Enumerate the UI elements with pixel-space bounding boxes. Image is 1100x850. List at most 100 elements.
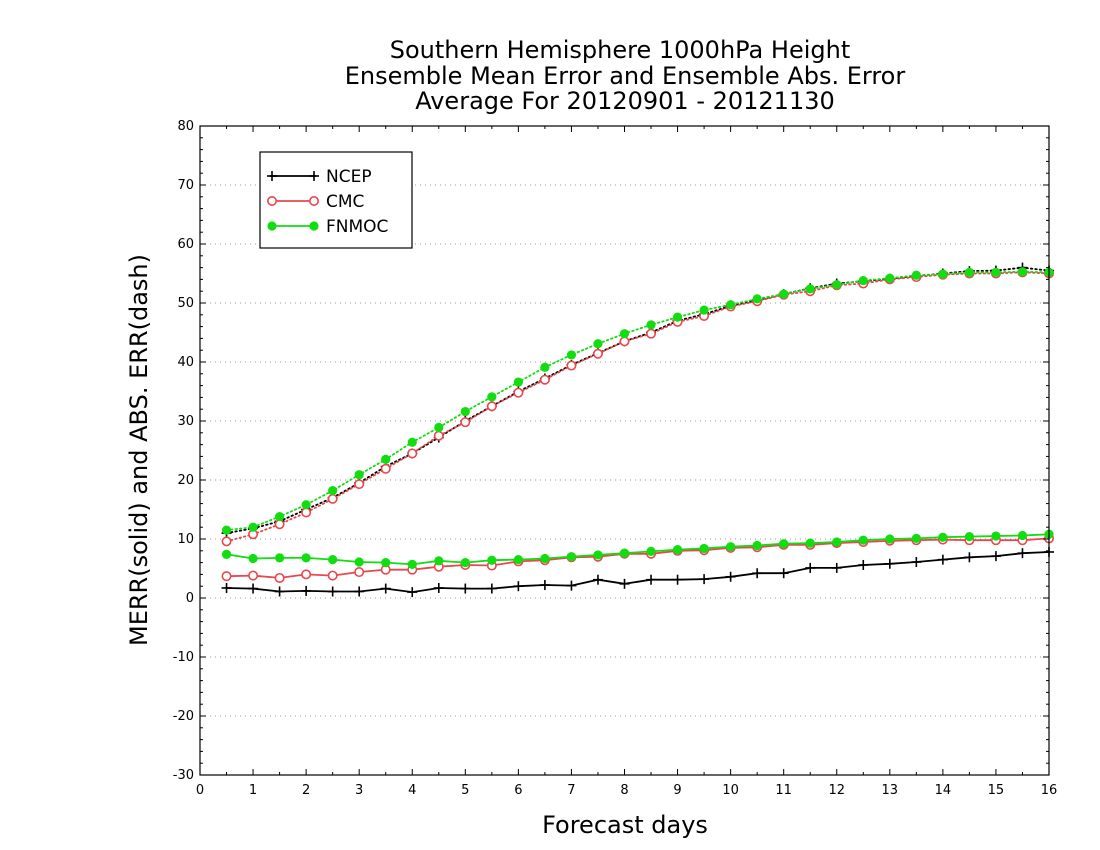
data-point [327, 586, 338, 597]
data-point [407, 559, 417, 569]
data-point [991, 267, 1001, 277]
abs-err-series-ncep [221, 262, 1054, 539]
data-point [513, 581, 524, 592]
data-point [274, 511, 285, 522]
y-tick-label: -20 [173, 709, 194, 724]
data-point [911, 533, 921, 544]
data-point [646, 328, 657, 339]
data-point [858, 535, 868, 545]
series-line [225, 271, 1050, 543]
y-tick-label: 50 [177, 296, 194, 311]
data-point [354, 586, 365, 597]
data-point [646, 320, 656, 330]
data-point [566, 360, 577, 371]
data-point [832, 537, 842, 547]
chart-title-line-1: Southern Hemisphere 1000hPa Height [390, 36, 850, 64]
data-point [646, 574, 657, 585]
y-tick-label: 60 [177, 237, 194, 252]
data-point [699, 574, 710, 585]
data-point [407, 437, 417, 447]
data-point [513, 555, 523, 565]
y-tick-label: 10 [177, 532, 194, 547]
series-line [225, 551, 1050, 594]
data-point [858, 275, 868, 286]
data-point [328, 486, 338, 496]
data-point [354, 557, 364, 567]
chart-title-line-2: Ensemble Mean Error and Ensemble Abs. Er… [345, 62, 906, 90]
y-tick-label: 80 [177, 119, 194, 134]
legend-label: NCEP [326, 167, 372, 187]
y-tick-label: 30 [177, 414, 194, 429]
data-point [885, 273, 895, 283]
x-tick-label: 0 [196, 783, 204, 798]
legend-box [259, 151, 413, 249]
y-tick-label: -10 [173, 650, 194, 665]
legend: NCEP CMC FNMOC [259, 151, 413, 249]
legend-marker [308, 196, 319, 207]
data-point [1017, 548, 1028, 559]
data-point [619, 336, 630, 347]
data-point [301, 585, 312, 596]
data-point [274, 553, 285, 563]
y-tick-label: 0 [186, 591, 194, 606]
x-tick-label: 4 [408, 783, 416, 798]
data-point [354, 479, 365, 490]
data-point [433, 582, 444, 593]
data-point [619, 578, 630, 589]
data-point [460, 417, 471, 428]
data-point [487, 555, 497, 565]
data-point [964, 552, 975, 563]
legend-item-ncep: NCEP [267, 167, 372, 187]
data-point [593, 550, 603, 560]
legend-marker [266, 196, 277, 207]
x-tick-label: 5 [461, 783, 469, 798]
data-point [566, 552, 577, 562]
x-tick-label: 8 [620, 783, 628, 798]
data-point [221, 525, 232, 535]
data-point [486, 583, 497, 594]
data-point [1017, 530, 1028, 541]
data-point [779, 289, 789, 299]
x-tick-label: 15 [988, 783, 1005, 798]
data-point [328, 555, 338, 565]
series-layer [221, 262, 1055, 598]
data-point [752, 294, 762, 304]
data-point [248, 583, 259, 594]
data-point [911, 270, 921, 280]
data-point [619, 329, 630, 339]
data-point [938, 269, 948, 279]
data-point [301, 500, 311, 510]
data-point [832, 280, 842, 290]
data-point [434, 556, 444, 566]
data-point [513, 377, 523, 387]
y-tick-label: -30 [173, 768, 194, 783]
data-point [937, 554, 948, 565]
x-tick-label: 11 [775, 783, 792, 798]
data-point [646, 546, 656, 556]
data-point [964, 267, 975, 277]
legend-marker [267, 221, 277, 231]
data-point [805, 562, 816, 573]
x-tick-label: 16 [1041, 783, 1058, 798]
data-point [434, 422, 444, 433]
data-point [380, 583, 391, 594]
legend-item-fnmoc: FNMOC [267, 217, 388, 237]
y-tick-label: 20 [177, 473, 194, 488]
x-tick-label: 14 [935, 783, 952, 798]
data-point [487, 392, 497, 402]
legend-marker [309, 171, 319, 181]
x-tick-label: 7 [567, 783, 575, 798]
data-point [884, 558, 895, 569]
data-point [699, 305, 709, 315]
data-point [672, 312, 683, 322]
x-tick-label: 6 [514, 783, 522, 798]
legend-marker [267, 171, 277, 181]
data-point [274, 586, 285, 597]
data-point [990, 551, 1001, 562]
data-point [248, 553, 258, 564]
data-point [381, 558, 391, 568]
data-point [725, 571, 736, 582]
data-point [221, 571, 232, 582]
